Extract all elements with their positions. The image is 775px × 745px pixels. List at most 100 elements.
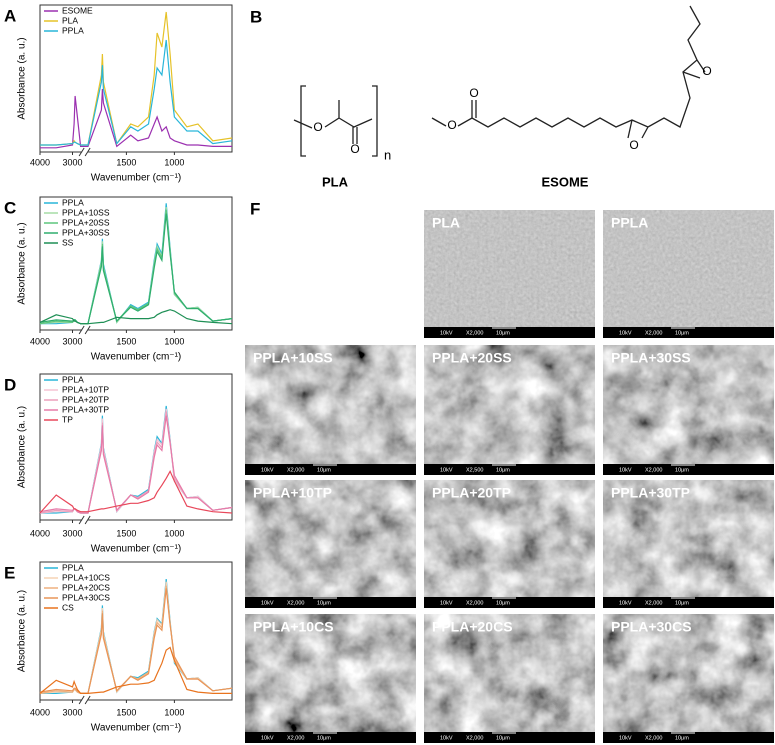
micrograph-label: PPLA+20TP: [432, 485, 511, 501]
plot-frame: [39, 196, 233, 331]
spectrum-line: [39, 213, 233, 325]
repeat-unit: n: [384, 147, 391, 162]
atom: O: [702, 64, 711, 78]
legend-label: PPLA+20SS: [62, 217, 110, 227]
info-bar: [603, 327, 774, 338]
x-tick-label: 4000: [30, 707, 50, 717]
x-axis-label: Wavenumber (cm⁻¹): [91, 544, 181, 555]
info-text: X2,000: [287, 735, 304, 741]
legend-label: TP: [62, 414, 73, 424]
info-bar: [245, 597, 416, 608]
atom: O: [313, 120, 322, 134]
x-axis-label: Wavenumber (cm⁻¹): [91, 723, 181, 734]
y-axis-label: Absorbance (a. u.): [17, 406, 28, 488]
legend-label: PPLA+20TP: [62, 394, 109, 404]
legend-label: PLA: [62, 15, 78, 25]
info-text: X2,000: [466, 330, 483, 336]
micrograph: [424, 210, 595, 338]
info-text: 10kV: [619, 330, 632, 336]
info-text: 10μm: [317, 467, 331, 473]
spectrum-line: [40, 88, 232, 149]
atom: O: [629, 138, 638, 152]
axis-break-gap: [82, 517, 89, 523]
spectrum-line: [39, 309, 233, 325]
spectrum-line: [39, 469, 233, 514]
info-bar: [424, 732, 595, 743]
panel-label: D: [4, 375, 16, 394]
axis-break-mark: [78, 147, 91, 157]
x-axis-label: Wavenumber (cm⁻¹): [91, 352, 181, 363]
info-text: 10kV: [440, 735, 453, 741]
info-bar: [424, 464, 595, 475]
legend-label: PPLA: [62, 25, 84, 35]
bonds: [431, 5, 706, 139]
repeat-bracket: [300, 85, 378, 157]
legend-label: PPLA+10SS: [62, 207, 110, 217]
micrograph-label: PPLA: [611, 215, 648, 231]
atom: O: [447, 118, 456, 132]
x-tick-label: 3000: [62, 707, 82, 717]
info-text: X2,000: [645, 330, 662, 336]
micrograph: [245, 614, 416, 743]
atom: O: [350, 142, 359, 156]
micrograph-label: PPLA+10TP: [253, 485, 332, 501]
info-text: 10kV: [261, 600, 274, 606]
info-text: X2,000: [645, 600, 662, 606]
info-text: X2,000: [645, 735, 662, 741]
info-bar: [603, 597, 774, 608]
info-text: 10μm: [496, 600, 510, 606]
info-text: 10kV: [440, 330, 453, 336]
micrograph-label: PPLA+20SS: [432, 350, 512, 366]
micrograph-label: PPLA+30SS: [611, 350, 691, 366]
legend-label: PPLA+20CS: [62, 582, 110, 592]
micrograph-label: PPLA+30CS: [611, 619, 692, 635]
panel-label: A: [4, 6, 16, 25]
x-tick-label: 4000: [30, 336, 50, 346]
micrograph: [603, 345, 774, 475]
x-tick-label: 1000: [164, 336, 184, 346]
x-tick-label: 1500: [116, 707, 136, 717]
x-tick-label: 1500: [116, 157, 136, 167]
y-axis-label: Absorbance (a. u.): [17, 222, 28, 304]
x-tick-label: 1500: [116, 336, 136, 346]
info-text: X2,000: [466, 600, 483, 606]
axis-break-gap: [82, 327, 89, 333]
info-text: X2,000: [645, 467, 662, 473]
panel-label: C: [4, 198, 16, 217]
micrograph: [603, 614, 774, 743]
info-text: 10μm: [496, 330, 510, 336]
micrograph-label: PPLA+10SS: [253, 350, 333, 366]
info-text: 10μm: [675, 600, 689, 606]
info-text: 10kV: [440, 600, 453, 606]
legend-label: CS: [62, 602, 74, 612]
structure-name: PLA: [322, 174, 349, 189]
info-text: 10kV: [440, 467, 453, 473]
pla-structure: [293, 85, 378, 157]
panel-label: B: [250, 7, 262, 26]
x-tick-label: 1000: [164, 157, 184, 167]
info-bar: [424, 597, 595, 608]
plot-frame: [39, 4, 233, 153]
info-text: 10μm: [317, 735, 331, 741]
legend-label: PPLA: [62, 374, 84, 384]
legend-label: SS: [62, 237, 74, 247]
legend-label: PPLA+30TP: [62, 404, 109, 414]
micrograph: [245, 480, 416, 608]
info-bar: [603, 464, 774, 475]
info-text: X2,500: [466, 467, 483, 473]
info-text: 10μm: [496, 467, 510, 473]
info-text: 10μm: [675, 467, 689, 473]
esome-structure: [431, 5, 706, 139]
legend-label: PPLA+30SS: [62, 227, 110, 237]
panel-label: F: [250, 199, 260, 218]
axis-break-mark: [78, 695, 91, 705]
legend-label: PPLA: [62, 197, 84, 207]
legend-label: PPLA+30CS: [62, 592, 110, 602]
info-text: 10μm: [675, 735, 689, 741]
micrograph: [603, 480, 774, 608]
info-text: 10μm: [496, 735, 510, 741]
spectrum-line: [39, 588, 233, 694]
plot-frame: [39, 373, 233, 521]
micrograph: [245, 345, 416, 475]
micrograph: [603, 210, 774, 338]
